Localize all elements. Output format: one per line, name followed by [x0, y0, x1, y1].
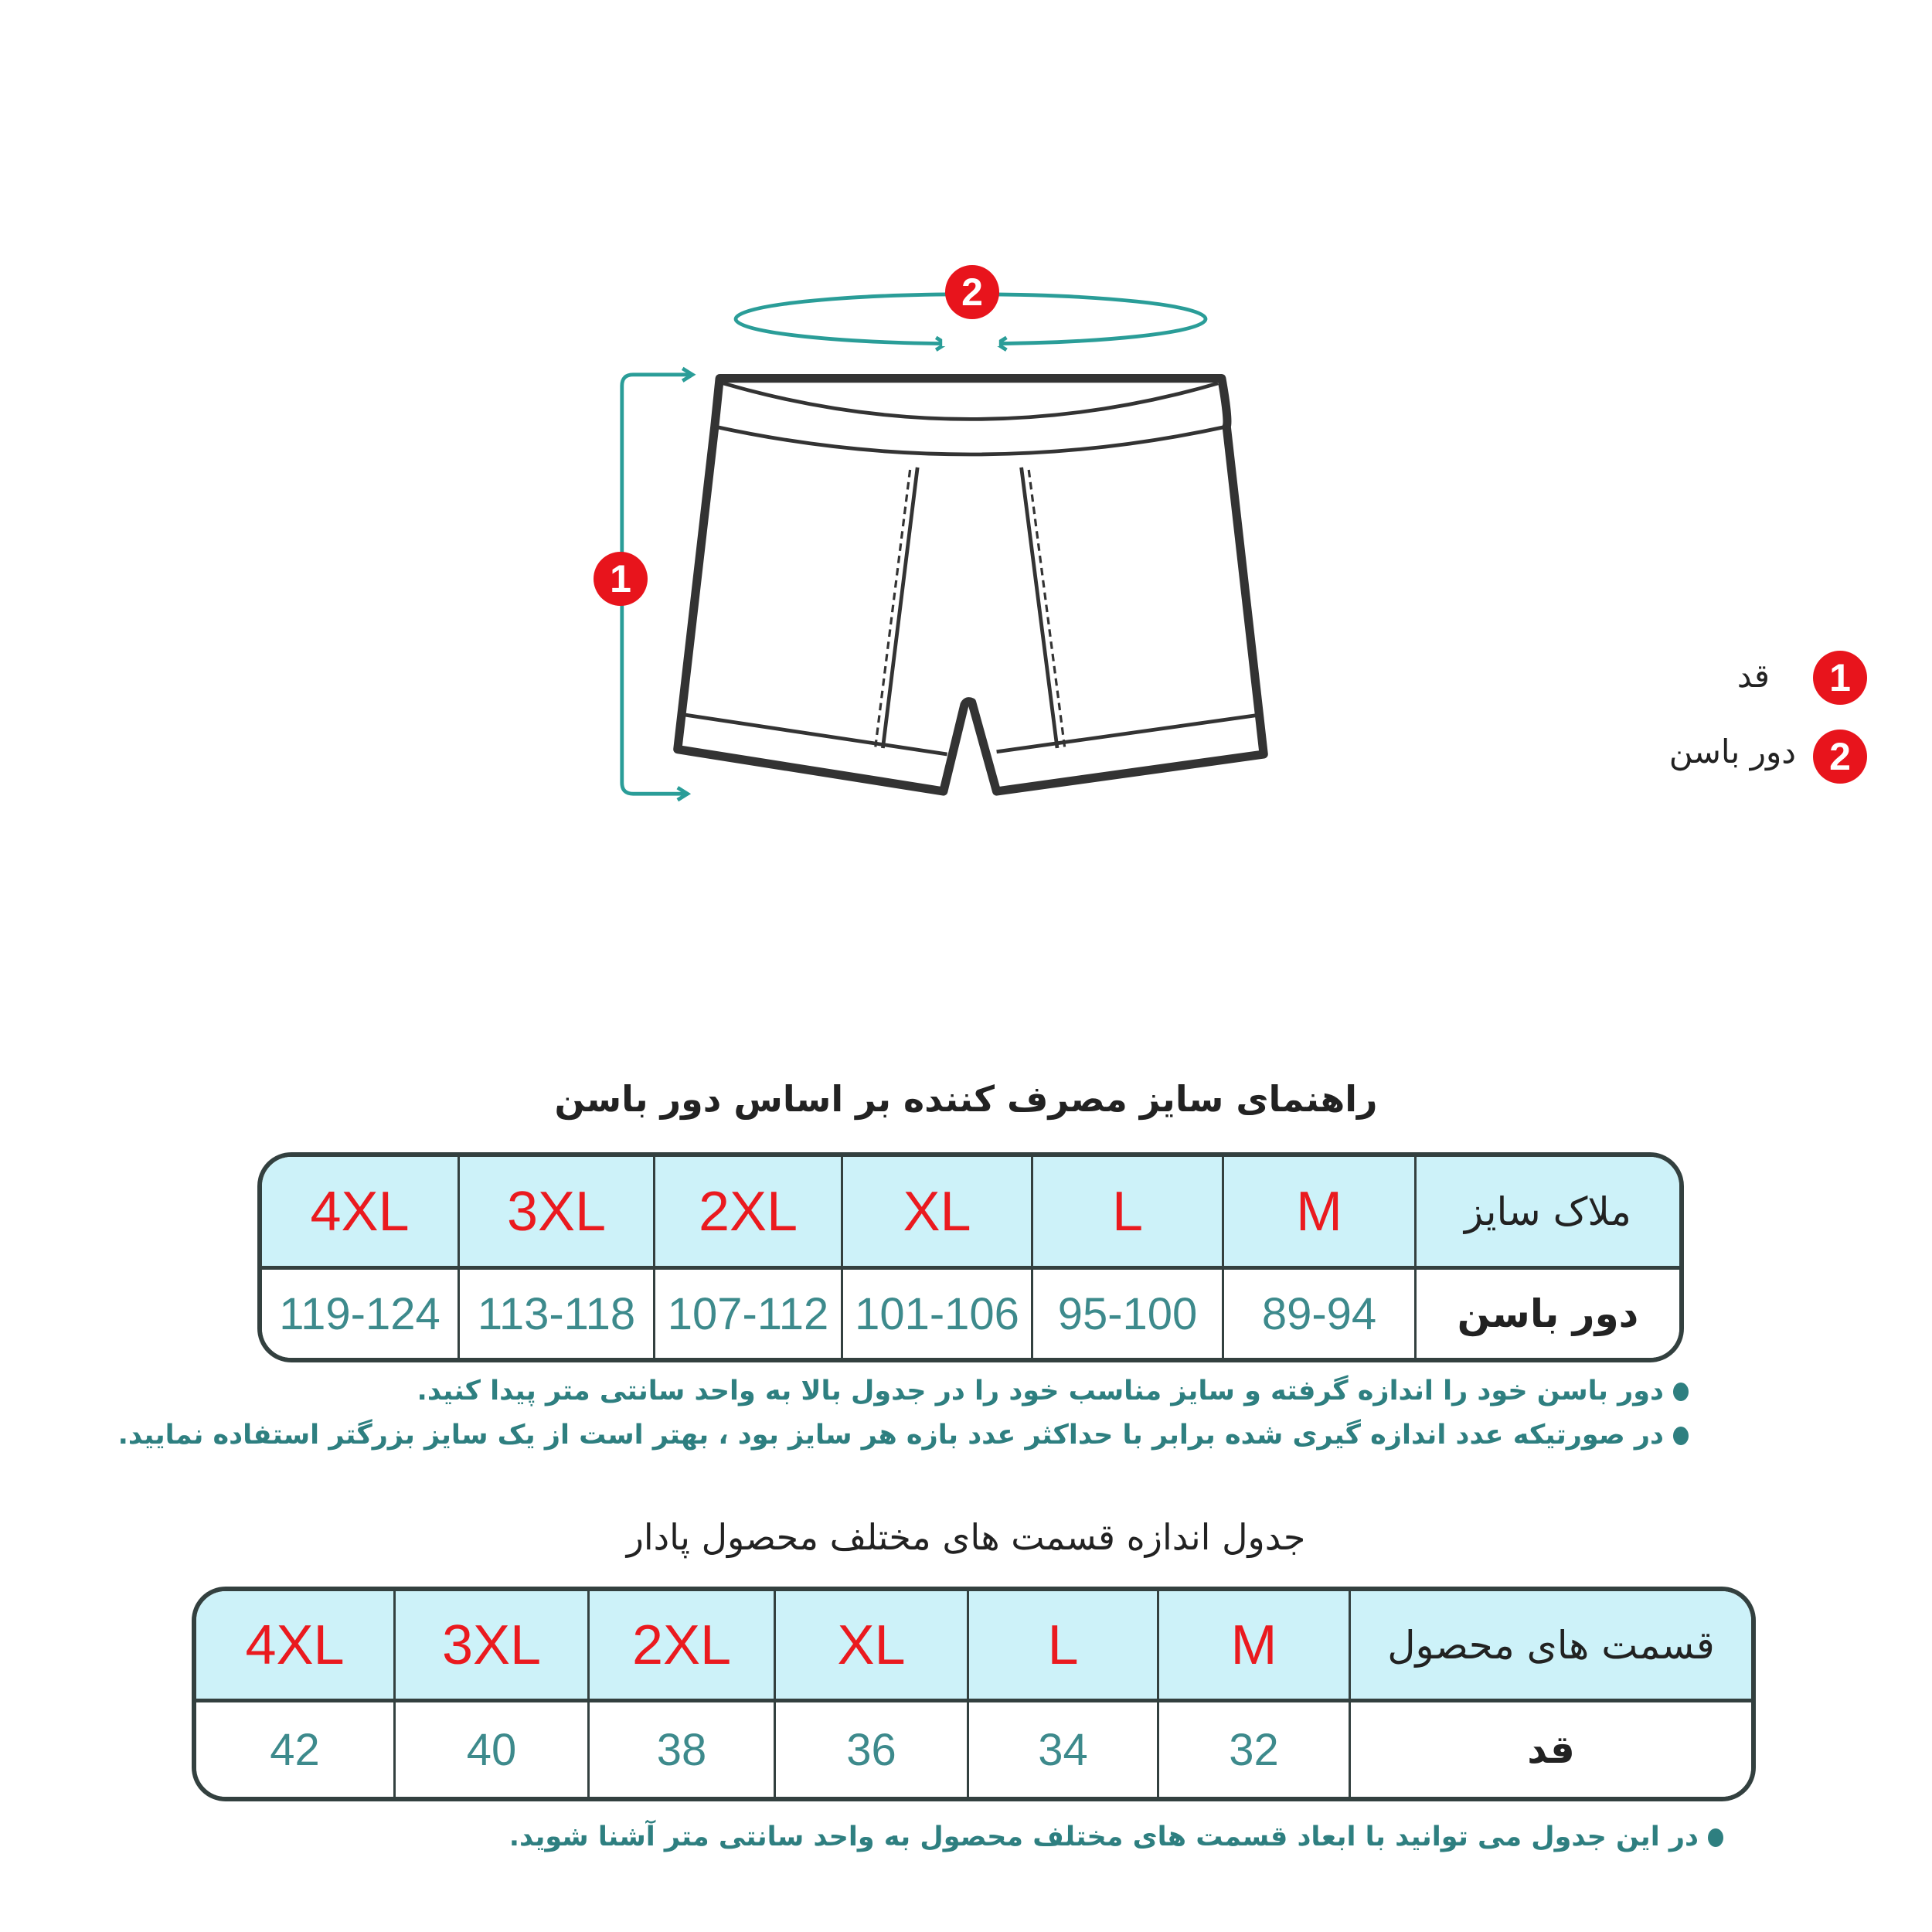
value-cell: 34 [969, 1702, 1159, 1797]
arrow-heads [676, 335, 1008, 802]
size-cell: M [1159, 1591, 1351, 1702]
hip-size-table: 4XL 3XL 2XL XL L M ملاک سایز 119-124 113… [257, 1152, 1684, 1362]
table-header-row: 4XL 3XL 2XL XL L M ملاک سایز [262, 1157, 1679, 1270]
product-note-1: در این جدول می توانید با ابعاد قسمت های … [509, 1821, 1723, 1852]
size-cell: 4XL [262, 1157, 460, 1270]
bullet-icon [1673, 1427, 1689, 1445]
hip-table-title: راهنمای سایز مصرف کننده بر اساس دور باسن [554, 1078, 1378, 1120]
size-cell: 2XL [590, 1591, 776, 1702]
size-cell: 4XL [196, 1591, 396, 1702]
legend-label-hip: دور باسن [1668, 733, 1796, 770]
size-cell: 3XL [396, 1591, 590, 1702]
value-cell: 119-124 [262, 1270, 460, 1358]
row-label-cell: دور باسن [1417, 1270, 1679, 1358]
table-header-row: 4XL 3XL 2XL XL L M قسمت های محصول [196, 1591, 1751, 1702]
table-row: 42 40 38 36 34 32 قد [196, 1702, 1751, 1797]
value-cell: 113-118 [460, 1270, 655, 1358]
size-cell: M [1224, 1157, 1417, 1270]
value-cell: 40 [396, 1702, 590, 1797]
size-cell: 3XL [460, 1157, 655, 1270]
value-cell: 38 [590, 1702, 776, 1797]
hip-note-2: در صورتیکه عدد اندازه گیری شده برابر با … [118, 1420, 1689, 1451]
hip-note-1: دور باسن خود را اندازه گرفته و سایز مناس… [417, 1376, 1689, 1406]
size-cell: 2XL [655, 1157, 843, 1270]
legend-badge-2: 2 [1813, 730, 1867, 784]
marker-badge-2: 2 [945, 265, 999, 319]
note-text: دور باسن خود را اندازه گرفته و سایز مناس… [417, 1376, 1664, 1406]
size-cell: L [969, 1591, 1159, 1702]
legend-badge-1: 1 [1813, 651, 1867, 705]
product-table-title: جدول اندازه قسمت های مختلف محصول پادار [626, 1516, 1306, 1558]
value-cell: 36 [776, 1702, 969, 1797]
marker-badge-1: 1 [594, 552, 648, 606]
value-cell: 95-100 [1033, 1270, 1224, 1358]
note-text: در این جدول می توانید با ابعاد قسمت های … [509, 1821, 1699, 1852]
size-cell: XL [776, 1591, 969, 1702]
value-cell: 42 [196, 1702, 396, 1797]
legend-label-height: قد [1736, 657, 1770, 695]
size-cell: XL [843, 1157, 1033, 1270]
table-row: 119-124 113-118 107-112 101-106 95-100 8… [262, 1270, 1679, 1358]
product-size-table: 4XL 3XL 2XL XL L M قسمت های محصول 42 40 … [192, 1587, 1756, 1801]
bullet-icon [1673, 1383, 1689, 1401]
value-cell: 107-112 [655, 1270, 843, 1358]
value-cell: 32 [1159, 1702, 1351, 1797]
row-label-cell: قد [1351, 1702, 1751, 1797]
header-label-cell: ملاک سایز [1417, 1157, 1679, 1270]
header-label-cell: قسمت های محصول [1351, 1591, 1751, 1702]
shorts-outline [673, 374, 1268, 796]
bullet-icon [1708, 1828, 1723, 1847]
value-cell: 89-94 [1224, 1270, 1417, 1358]
shorts-details [683, 381, 1262, 757]
value-cell: 101-106 [843, 1270, 1033, 1358]
note-text: در صورتیکه عدد اندازه گیری شده برابر با … [117, 1420, 1664, 1451]
size-cell: L [1033, 1157, 1224, 1270]
